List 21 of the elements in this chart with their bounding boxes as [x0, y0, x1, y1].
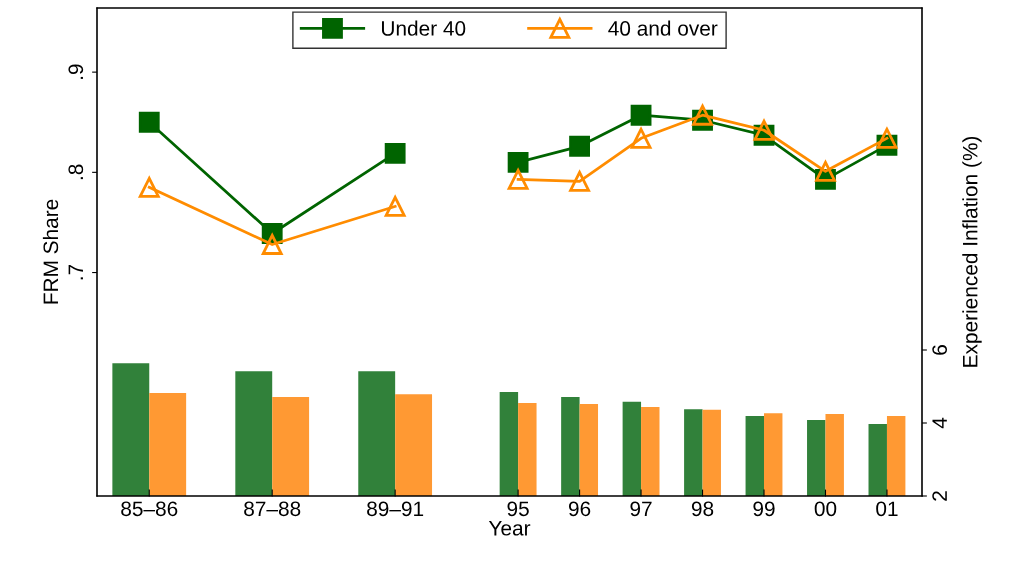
y-tick-label: .7	[68, 264, 83, 280]
y2-tick-label: 6	[932, 345, 948, 355]
x-tick-label: 99	[753, 501, 775, 517]
x-tick-label: 97	[630, 501, 652, 517]
y-tick-label: .8	[68, 164, 84, 180]
y2-tick-label: 4	[932, 417, 947, 429]
x-axis-title: Year	[488, 521, 531, 536]
x-tick-label: 00	[814, 501, 837, 517]
y-tick-label: .9	[68, 64, 84, 79]
x-tick-label: 95	[507, 501, 529, 517]
legend-label: Under 40	[382, 20, 466, 36]
y2-tick-label: 2	[932, 491, 947, 501]
x-tick-label: 89–91	[367, 501, 424, 517]
y2-axis-title: Experienced Inflation (%)	[962, 136, 982, 367]
x-tick-label: 98	[691, 501, 714, 517]
x-tick-label: 01	[876, 501, 898, 517]
x-tick-label: 85–86	[121, 501, 178, 517]
x-tick-label: 96	[568, 501, 591, 517]
y-axis-title: FRM Share	[42, 199, 59, 304]
legend-label: 40 and over	[608, 20, 718, 36]
x-tick-label: 87–88	[244, 501, 301, 517]
